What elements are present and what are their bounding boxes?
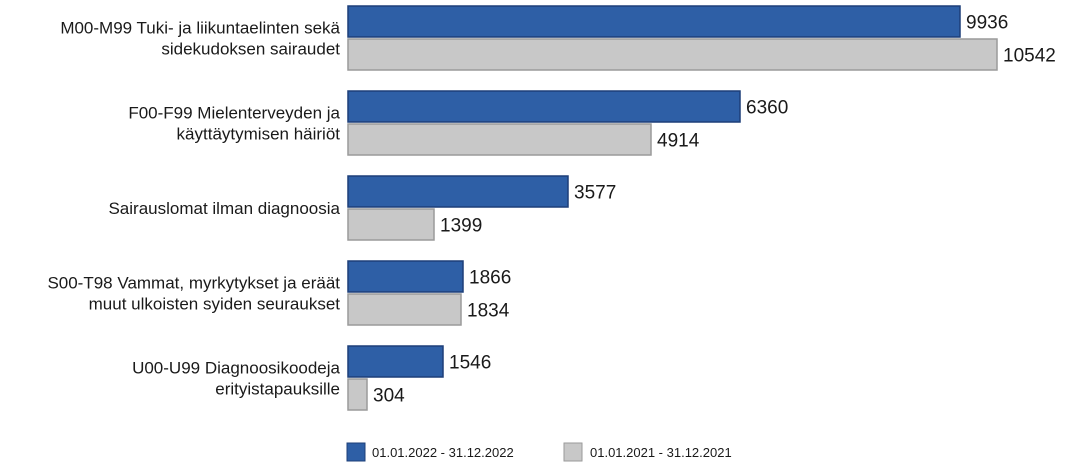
value-label-2022-cat-2: 3577 — [574, 183, 616, 204]
bar-2021-cat-3 — [348, 294, 461, 325]
value-label-2021-cat-0: 10542 — [1003, 46, 1056, 67]
category-label-4: U00-U99 Diagnoosikoodeja erityistapauksil… — [132, 359, 340, 399]
category-label-line: Sairauslomat ilman diagnoosia — [108, 199, 340, 218]
value-label-2021-cat-1: 4914 — [657, 131, 700, 152]
category-label-line: F00-F99 Mielenterveyden ja — [128, 104, 340, 123]
legend-swatch-2021 — [564, 443, 582, 461]
bar-2021-cat-4 — [348, 379, 367, 410]
category-label-0: M00-M99 Tuki- ja liikuntaelinten sekä sid… — [60, 19, 340, 59]
bar-2021-cat-2 — [348, 209, 434, 240]
legend: 01.01.2022 - 31.12.2022 01.01.2021 - 31.… — [347, 443, 732, 461]
value-label-2022-cat-0: 9936 — [966, 13, 1008, 34]
category-label-3: S00-T98 Vammat, myrkytykset ja eräät muut… — [47, 274, 340, 314]
category-label-line: erityistapauksille — [215, 380, 340, 399]
value-label-2022-cat-1: 6360 — [746, 98, 788, 119]
category-label-line: U00-U99 Diagnoosikoodeja — [132, 359, 340, 378]
value-label-2021-cat-2: 1399 — [440, 216, 482, 237]
category-label-line: käyttäytymisen häiriöt — [177, 125, 341, 144]
category-label-1: F00-F99 Mielenterveyden ja käyttäytymisen… — [128, 104, 340, 144]
category-label-line: M00-M99 Tuki- ja liikuntaelinten sekä — [60, 19, 340, 38]
category-label-line: sidekudoksen sairaudet — [161, 40, 340, 59]
bar-2021-cat-1 — [348, 124, 651, 155]
bar-2022-cat-1 — [348, 91, 740, 122]
value-label-2022-cat-3: 1866 — [469, 268, 511, 289]
value-label-2021-cat-4: 304 — [373, 386, 405, 407]
bars-layer — [348, 6, 997, 410]
labels-layer: 9936 10542 M00-M99 Tuki- ja liikuntaelinte… — [47, 13, 1055, 407]
category-label-2: Sairauslomat ilman diagnoosia — [108, 199, 340, 218]
value-label-2022-cat-4: 1546 — [449, 353, 491, 374]
bar-2021-cat-0 — [348, 39, 997, 70]
bar-2022-cat-4 — [348, 346, 443, 377]
legend-label-2021: 01.01.2021 - 31.12.2021 — [590, 445, 732, 460]
value-label-2021-cat-3: 1834 — [467, 301, 510, 322]
bar-2022-cat-2 — [348, 176, 568, 207]
bar-2022-cat-0 — [348, 6, 960, 37]
legend-swatch-2022 — [347, 443, 365, 461]
bar-2022-cat-3 — [348, 261, 463, 292]
category-label-line: muut ulkoisten syiden seuraukset — [89, 295, 341, 314]
category-label-line: S00-T98 Vammat, myrkytykset ja eräät — [47, 274, 340, 293]
legend-label-2022: 01.01.2022 - 31.12.2022 — [372, 445, 514, 460]
